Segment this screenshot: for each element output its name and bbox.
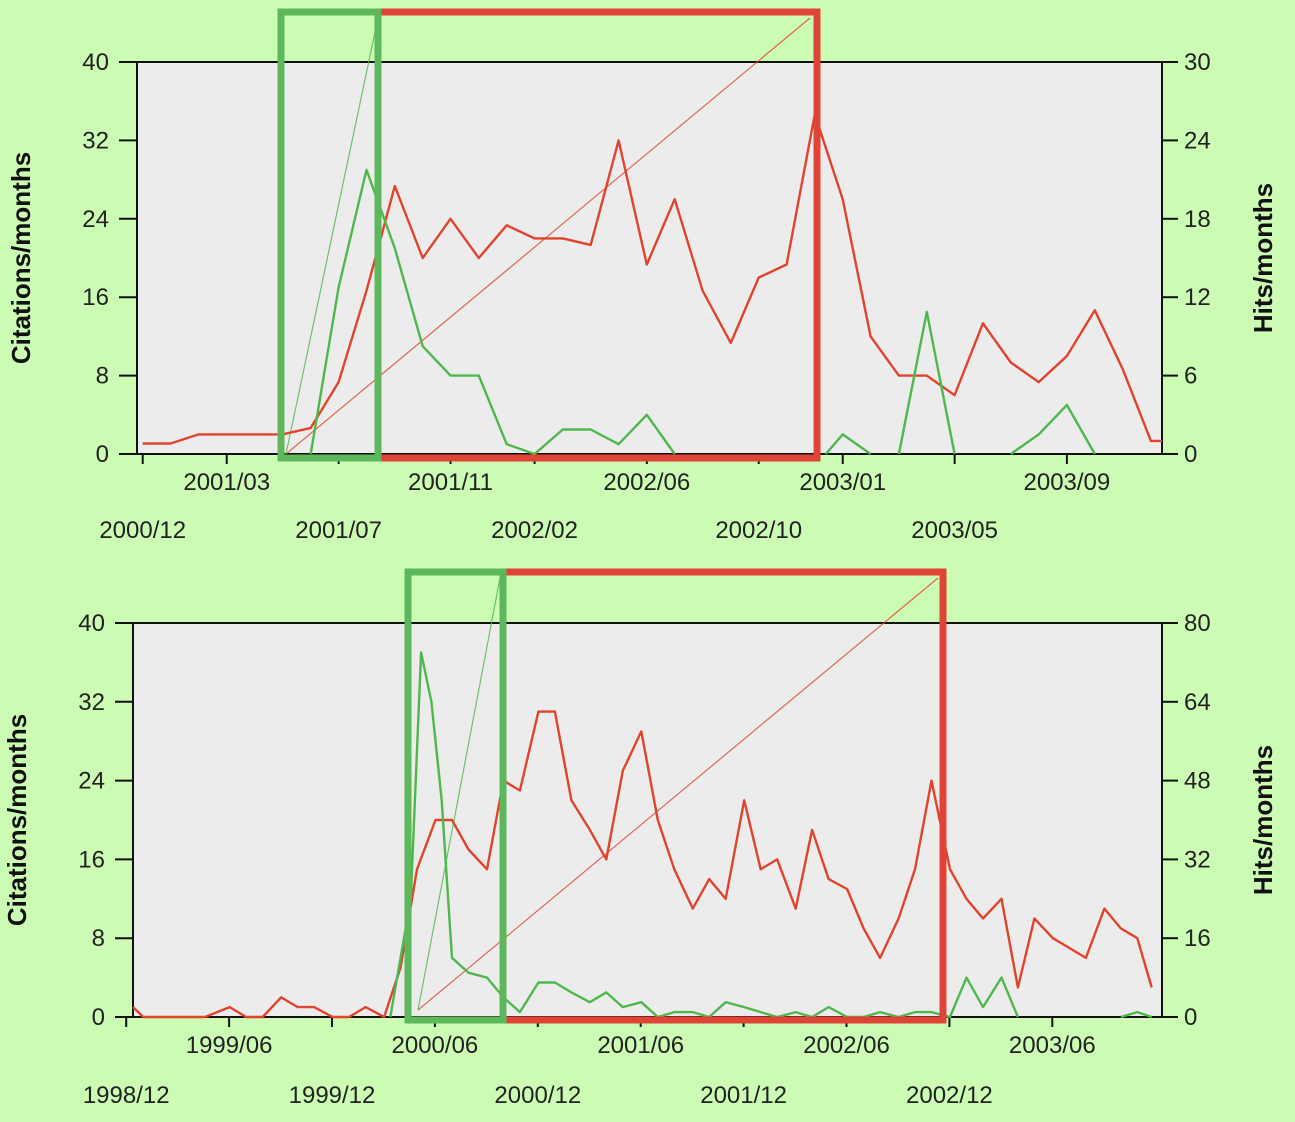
x-tick-label: 2001/03 xyxy=(183,469,270,496)
y-tick-label: 0 xyxy=(92,1004,105,1031)
y2-tick-label: 0 xyxy=(1184,441,1197,468)
y-tick-label: 0 xyxy=(96,441,109,468)
x-tick-label: 2002/02 xyxy=(491,517,578,544)
x-tick-label: 2000/12 xyxy=(494,1082,581,1109)
x-tick-label: 2000/06 xyxy=(392,1032,479,1059)
y2-tick-label: 30 xyxy=(1184,49,1211,76)
x-tick-label: 2002/10 xyxy=(715,517,802,544)
y2-tick-label: 24 xyxy=(1184,127,1211,154)
x-tick-label: 2003/05 xyxy=(911,517,998,544)
y-tick-label: 16 xyxy=(78,846,105,873)
y-axis-title: Citations/months xyxy=(2,714,32,926)
red-diagonal-guide xyxy=(285,17,811,455)
y2-tick-label: 12 xyxy=(1184,284,1211,311)
y-tick-label: 16 xyxy=(82,284,109,311)
y2-tick-label: 48 xyxy=(1184,768,1211,795)
y-tick-label: 32 xyxy=(78,689,105,716)
y2-tick-label: 18 xyxy=(1184,206,1211,233)
x-tick-label: 2000/12 xyxy=(99,517,186,544)
y2-tick-label: 16 xyxy=(1184,925,1211,952)
hits-series-line xyxy=(1120,1010,1153,1019)
x-tick-label: 2001/06 xyxy=(597,1032,684,1059)
hits-series-line xyxy=(824,433,872,455)
x-tick-label: 2001/11 xyxy=(408,469,493,496)
y-tick-label: 40 xyxy=(78,610,105,637)
chart-panel-1: 0 8 16 24 32 40 0 6 12 18 24 30 2001/03 2001/11 2002/0… xyxy=(6,8,1278,544)
y2-tick-label: 6 xyxy=(1184,363,1197,390)
y-tick-label: 8 xyxy=(96,363,109,390)
y-axis-title: Citations/months xyxy=(6,152,36,364)
y-tick-label: 40 xyxy=(82,49,109,76)
x-tick-label: 2001/12 xyxy=(700,1082,787,1109)
x-tick-label: 2002/12 xyxy=(906,1082,993,1109)
y2-axis-title: Hits/months xyxy=(1248,745,1278,895)
x-tick-label: 2003/01 xyxy=(799,469,886,496)
green-highlight-box xyxy=(404,568,507,1024)
y-tick-label: 24 xyxy=(78,768,105,795)
y-tick-label: 8 xyxy=(92,925,105,952)
green-highlight-box xyxy=(277,8,382,462)
citations-series-line xyxy=(132,710,1153,1019)
green-diagonal-guide xyxy=(285,17,379,455)
x-tick-label: 2002/06 xyxy=(803,1032,890,1059)
y2-tick-label: 64 xyxy=(1184,689,1211,716)
y2-tick-label: 32 xyxy=(1184,846,1211,873)
x-tick-label: 2001/07 xyxy=(295,517,382,544)
x-tick-label: 2003/09 xyxy=(1024,469,1111,496)
x-tick-label: 1998/12 xyxy=(83,1082,170,1109)
hits-series-line xyxy=(389,651,1020,1019)
hits-series-line xyxy=(897,310,956,455)
x-tick-label: 1999/12 xyxy=(289,1082,376,1109)
y2-tick-label: 80 xyxy=(1184,610,1211,637)
chart-panel-2: 0 8 16 24 32 40 0 16 32 48 64 80 1999/06 2000/06 2001/… xyxy=(2,568,1278,1109)
green-diagonal-guide xyxy=(417,577,501,1011)
y-tick-label: 32 xyxy=(82,127,109,154)
hits-series-line xyxy=(1010,403,1096,455)
hits-series-line xyxy=(309,168,676,456)
x-tick-label: 2002/06 xyxy=(603,469,690,496)
x-tick-label: 1999/06 xyxy=(186,1032,273,1059)
y-tick-label: 24 xyxy=(82,206,109,233)
x-tick-label: 2003/06 xyxy=(1009,1032,1096,1059)
y2-axis-title: Hits/months xyxy=(1248,183,1278,333)
y2-tick-label: 0 xyxy=(1184,1004,1197,1031)
